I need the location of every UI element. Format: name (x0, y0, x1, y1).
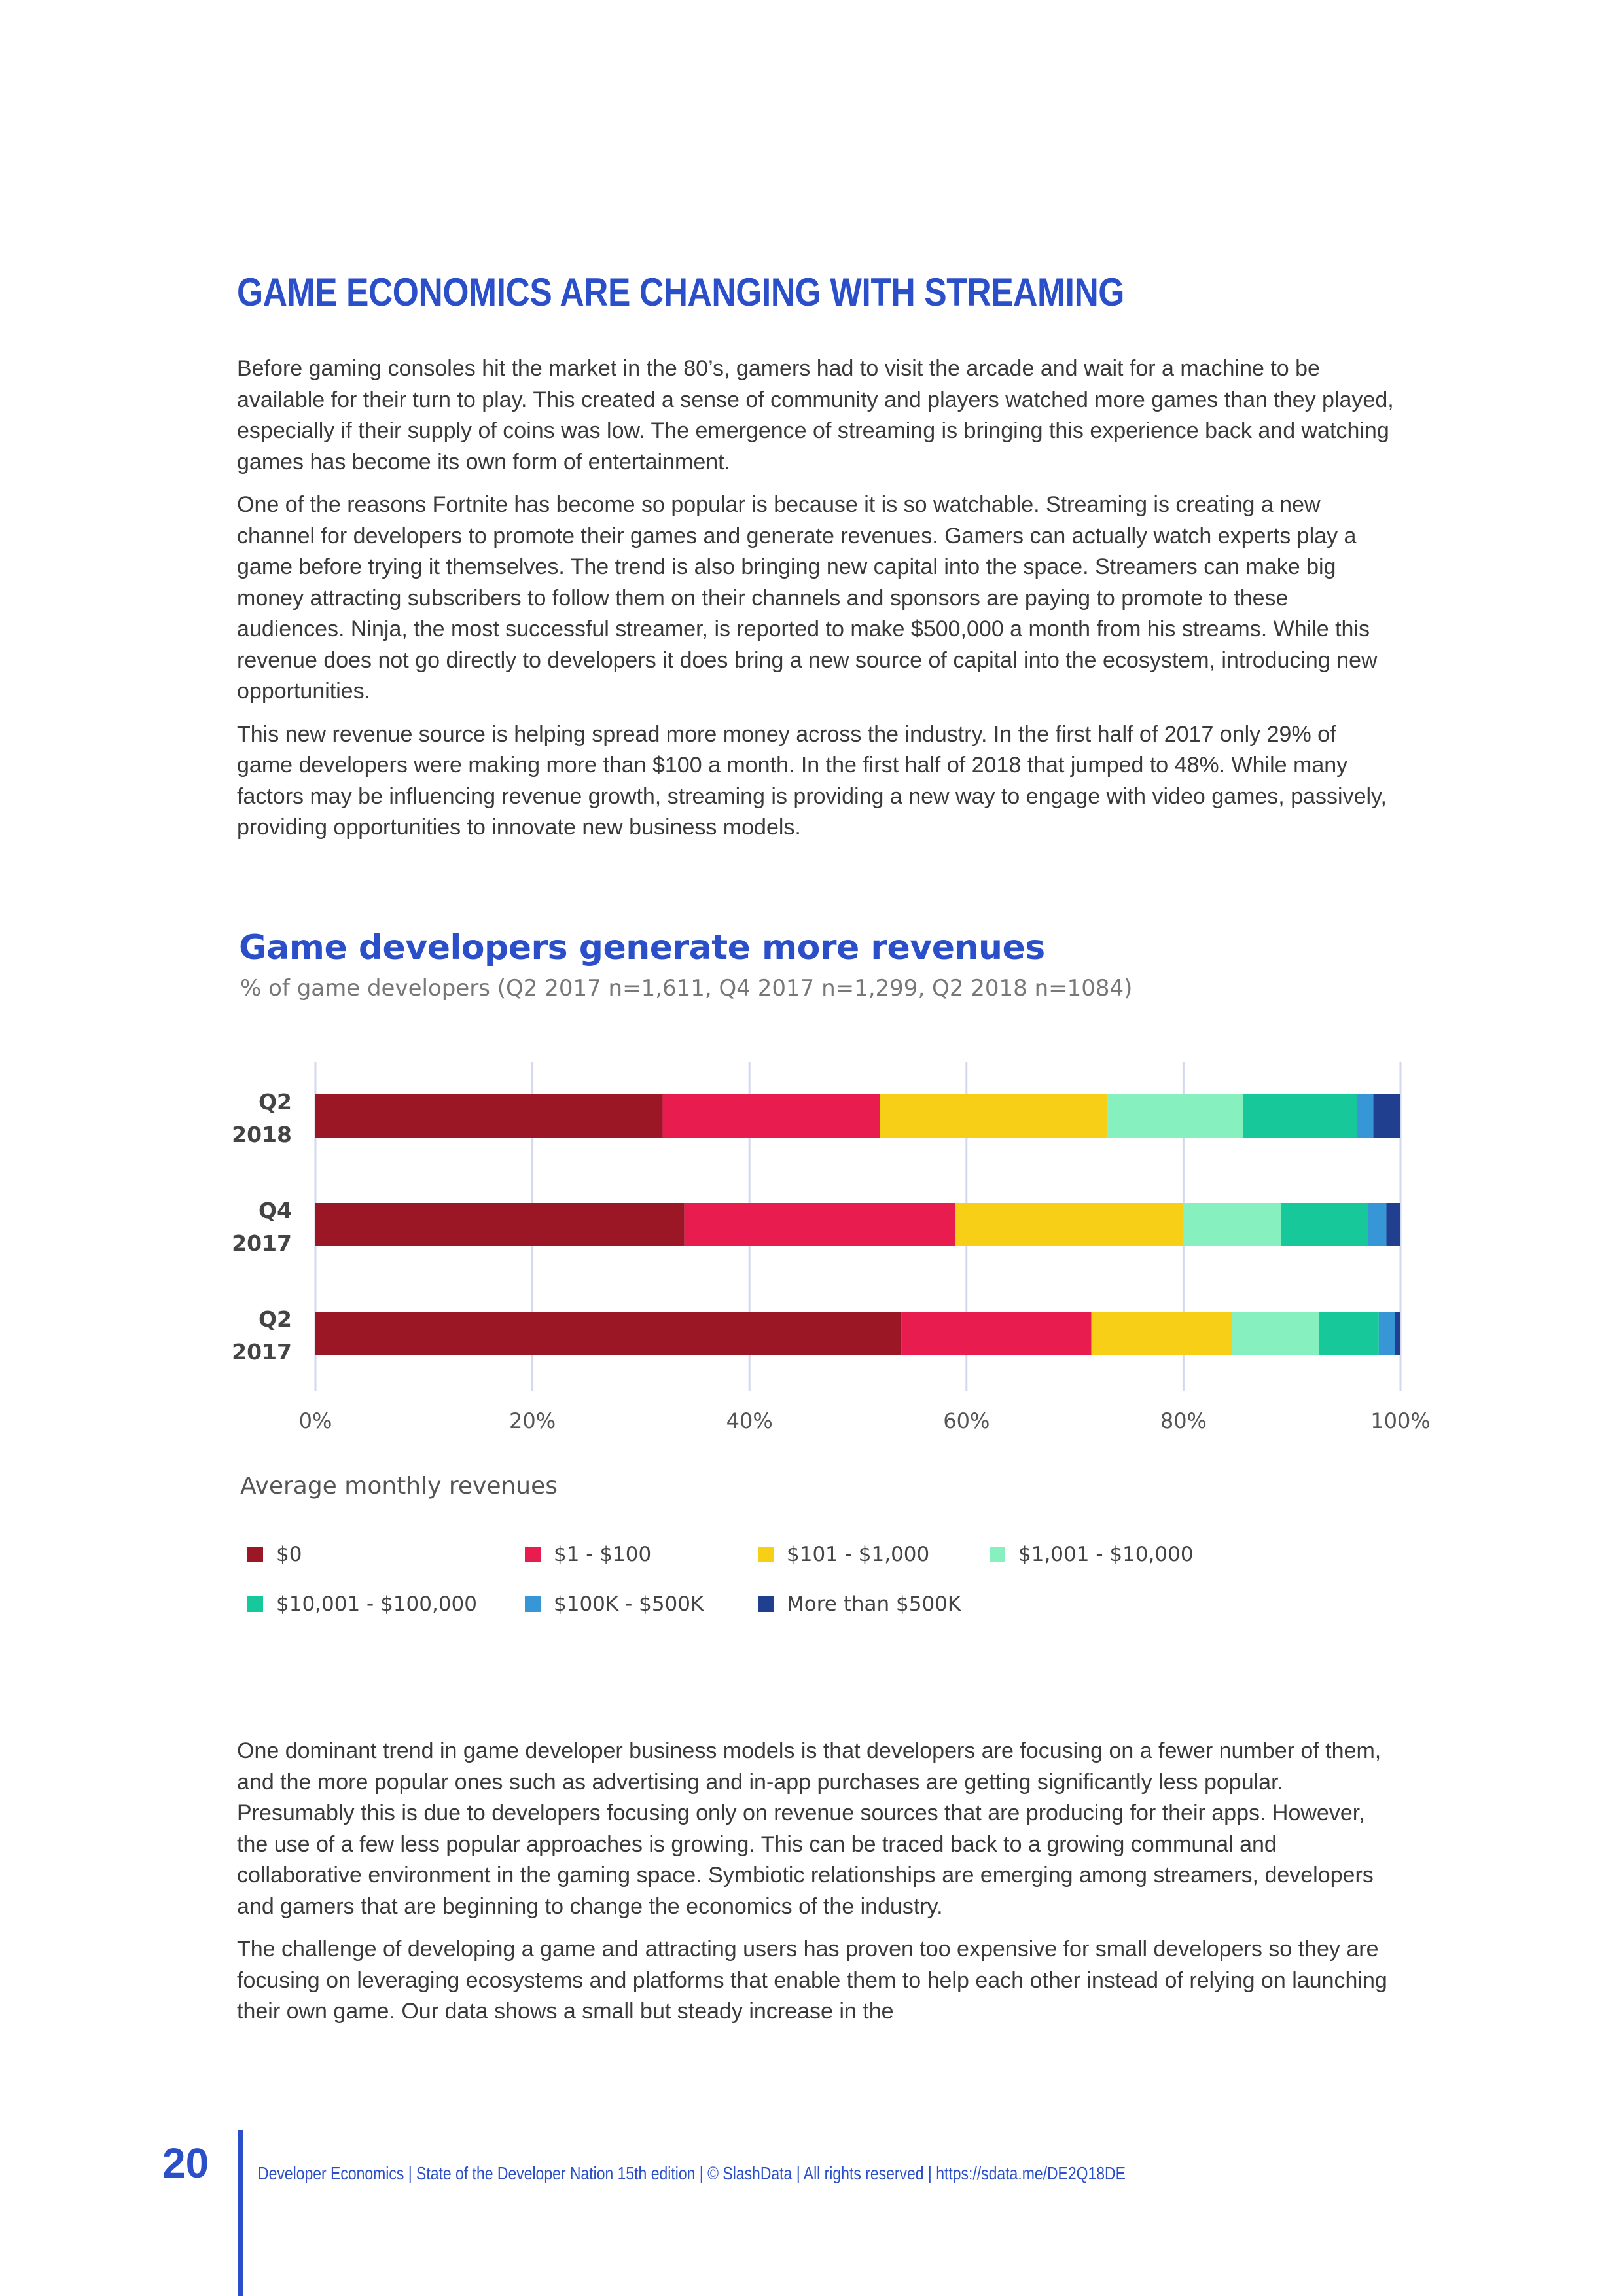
bar-segment (1395, 1312, 1400, 1355)
bar-segment (880, 1094, 1108, 1138)
category-label: Q4 (259, 1198, 292, 1223)
footer-text: Developer Economics | State of the Devel… (258, 2163, 1126, 2183)
bar-segment (315, 1203, 685, 1246)
bar-segment (1281, 1203, 1368, 1246)
legend-label: $100K - $500K (554, 1592, 704, 1616)
x-tick-label: 0% (299, 1408, 332, 1433)
legend-label: More than $500K (787, 1592, 961, 1616)
legend-swatch (247, 1596, 263, 1612)
bar-segment (1183, 1203, 1281, 1246)
bar-segment (1373, 1094, 1400, 1138)
x-tick-label: 40% (726, 1408, 773, 1433)
bar-segment (1091, 1312, 1233, 1355)
legend-item: $1,001 - $10,000 (990, 1543, 1194, 1566)
x-tick-label: 20% (509, 1408, 556, 1433)
legend-item: $10,001 - $100,000 (247, 1592, 477, 1616)
bar-segment (662, 1094, 880, 1138)
paragraph: One dominant trend in game developer bus… (237, 1738, 1382, 1919)
legend-swatch (525, 1596, 541, 1612)
paragraph: One of the reasons Fortnite has become s… (237, 492, 1378, 704)
legend-swatch (525, 1547, 541, 1562)
intro-text: Before gaming consoles hit the market in… (237, 353, 1395, 855)
bar-segment (1357, 1094, 1374, 1138)
legend-item: More than $500K (758, 1592, 961, 1616)
bar-segment (1386, 1203, 1400, 1246)
page-number: 20 (162, 2140, 209, 2187)
legend-item: $101 - $1,000 (758, 1543, 929, 1566)
paragraph: The challenge of developing a game and a… (237, 1937, 1387, 2024)
chart-subtitle: % of game developers (Q2 2017 n=1,611, Q… (240, 975, 1133, 1001)
legend-title: Average monthly revenues (240, 1473, 558, 1499)
paragraph: Before gaming consoles hit the market in… (237, 356, 1394, 475)
legend-label: $10,001 - $100,000 (276, 1592, 478, 1616)
bar-segment (1107, 1094, 1243, 1138)
bar-segment (315, 1094, 663, 1138)
category-label: 2017 (232, 1230, 292, 1256)
category-label: Q2 (259, 1306, 292, 1332)
legend-item: $100K - $500K (525, 1592, 704, 1616)
legend-label: $0 (276, 1543, 302, 1566)
outro-text: One dominant trend in game developer bus… (237, 1736, 1395, 2039)
category-label: 2017 (232, 1339, 292, 1365)
legend-swatch (990, 1547, 1005, 1562)
chart-title: Game developers generate more revenues (239, 928, 1045, 967)
legend-swatch (758, 1547, 774, 1562)
x-tick-label: 60% (943, 1408, 990, 1433)
bar-segment (955, 1203, 1184, 1246)
bar-segment (1368, 1203, 1387, 1246)
paragraph: This new revenue source is helping sprea… (237, 721, 1387, 840)
bar-segment (684, 1203, 956, 1246)
legend-swatch (247, 1547, 263, 1562)
bar-segment (1378, 1312, 1395, 1355)
bar-segment (1243, 1094, 1357, 1138)
bar-segment (1232, 1312, 1319, 1355)
x-tick-label: 80% (1160, 1408, 1207, 1433)
legend-label: $1,001 - $10,000 (1018, 1543, 1194, 1566)
x-tick-label: 100% (1370, 1408, 1430, 1433)
legend-item: $0 (247, 1543, 302, 1566)
bar-segment (901, 1312, 1092, 1355)
section-heading: GAME ECONOMICS ARE CHANGING WITH STREAMI… (237, 270, 1125, 314)
legend-label: $1 - $100 (554, 1543, 652, 1566)
category-label: Q2 (259, 1089, 292, 1115)
bar-segment (315, 1312, 902, 1355)
legend-label: $101 - $1,000 (787, 1543, 930, 1566)
legend-swatch (758, 1596, 774, 1612)
legend-item: $1 - $100 (525, 1543, 651, 1566)
category-label: 2018 (232, 1122, 292, 1147)
footer-divider (238, 2130, 243, 2296)
bar-segment (1319, 1312, 1379, 1355)
